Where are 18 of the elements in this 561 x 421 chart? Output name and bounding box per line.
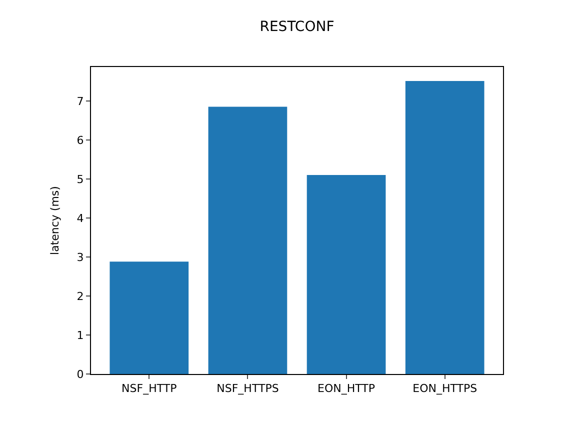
x-tick-label: NSF_HTTP (122, 382, 178, 396)
y-tick-label: 2 (76, 290, 84, 303)
y-tick-label: 3 (76, 250, 84, 264)
y-tick-label: 7 (76, 94, 84, 108)
x-tick-label: EON_HTTPS (412, 382, 478, 396)
y-tick-label: 6 (76, 134, 84, 147)
x-tick-label: NSF_HTTPS (216, 382, 279, 396)
y-tick-label: 0 (76, 368, 84, 381)
bar (405, 81, 484, 374)
bar (208, 106, 288, 374)
x-tick-label: EON_HTTP (318, 382, 376, 396)
bar (110, 262, 189, 374)
y-tick-label: 4 (76, 212, 84, 225)
y-axis-title: latency (ms) (48, 186, 62, 255)
y-tick-label: 1 (76, 328, 84, 342)
y-tick-label: 5 (76, 172, 84, 186)
bar (306, 175, 386, 374)
chart-title: RESTCONF (260, 18, 334, 35)
